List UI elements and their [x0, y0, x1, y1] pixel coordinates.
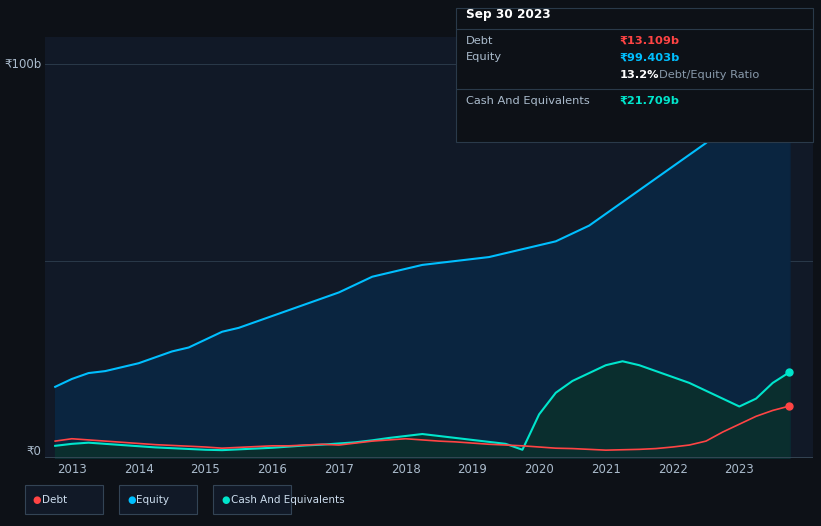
Text: ₹13.109b: ₹13.109b	[620, 36, 680, 46]
Text: ₹21.709b: ₹21.709b	[620, 96, 680, 106]
Text: ●: ●	[33, 494, 41, 505]
Text: Sep 30 2023: Sep 30 2023	[466, 8, 550, 22]
Text: ●: ●	[222, 494, 230, 505]
Text: 13.2%: 13.2%	[620, 70, 659, 80]
Text: ₹99.403b: ₹99.403b	[620, 53, 681, 63]
Text: ●: ●	[127, 494, 135, 505]
Text: Equity: Equity	[466, 53, 502, 63]
Text: Debt: Debt	[42, 494, 67, 505]
Text: Cash And Equivalents: Cash And Equivalents	[231, 494, 344, 505]
Text: Debt: Debt	[466, 36, 493, 46]
Text: Equity: Equity	[136, 494, 169, 505]
Text: Cash And Equivalents: Cash And Equivalents	[466, 96, 589, 106]
Text: Debt/Equity Ratio: Debt/Equity Ratio	[659, 70, 759, 80]
Text: ₹100b: ₹100b	[4, 58, 41, 71]
Text: ₹0: ₹0	[26, 444, 41, 458]
